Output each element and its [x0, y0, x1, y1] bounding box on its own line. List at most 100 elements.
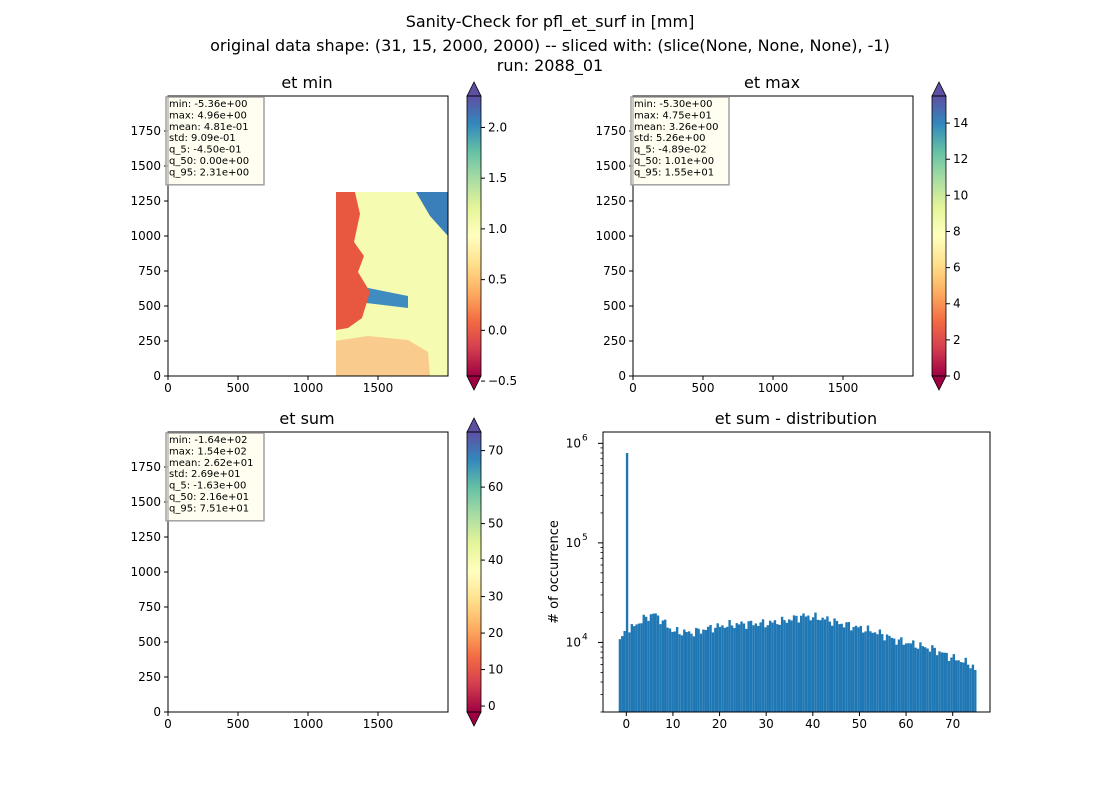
x-tick-label: 1500 [363, 381, 394, 395]
panel-et-min: et min 0 500 1000 1500 0 250 500 750 1000 1250 150… [130, 73, 517, 395]
y-tick-label: 750 [603, 264, 626, 278]
histogram-bar [671, 631, 674, 712]
histogram-bar [897, 639, 901, 712]
histogram-bar [900, 637, 903, 712]
histogram-bar [714, 627, 717, 712]
colorbar-gradient [467, 96, 481, 376]
stats-box-frame [165, 96, 265, 186]
histogram-bar [709, 624, 712, 712]
histogram-bar [871, 632, 874, 712]
histogram-bar [666, 627, 669, 712]
heatmap-et-min [168, 192, 448, 376]
histogram-bar [723, 627, 727, 712]
histogram-bar [888, 635, 891, 712]
histogram-bar [962, 662, 965, 712]
histogram-bar [711, 632, 715, 712]
colorbar-extend-top [466, 81, 482, 97]
figure-title-line-2: original data shape: (31, 15, 2000, 2000… [210, 36, 890, 55]
histogram-bar [864, 631, 867, 712]
histogram-bar [795, 615, 798, 712]
histogram-bar [959, 662, 963, 712]
axes-et-min: 0 500 1000 1500 0 250 500 750 1000 1250 1500 1750 [130, 95, 449, 395]
colorbar-tick-label: 1.5 [488, 171, 507, 185]
histogram-bar [768, 620, 772, 712]
panel-title-et-min: et min [281, 73, 332, 92]
histogram-bar [630, 624, 634, 712]
histogram-bar [811, 617, 815, 712]
histogram-bar [947, 660, 951, 712]
histogram-bar [904, 643, 908, 712]
figure-title-line-1: Sanity-Check for pfl_et_surf in [mm] [405, 12, 695, 31]
map-region-0 [168, 206, 246, 326]
histogram-bar [912, 640, 915, 712]
histogram-bar [866, 625, 870, 712]
histogram-bar [895, 644, 898, 712]
x-tick-label: 30 [759, 717, 774, 731]
stats-line: q_5: -1.63e+00 [169, 481, 246, 492]
histogram-bar [902, 644, 905, 712]
histogram-bar [718, 626, 722, 712]
histogram-bar [704, 629, 707, 712]
colorbar-tick-label: 70 [488, 444, 503, 458]
histogram-bar [618, 639, 622, 712]
colorbar-frame [466, 431, 482, 713]
y-tick-label: 250 [138, 670, 161, 684]
map-region-4 [188, 622, 408, 668]
y-tick-label: 500 [138, 299, 161, 313]
histogram-bar [637, 623, 641, 712]
x-tick-label: 1500 [363, 717, 394, 731]
map-region-2 [364, 432, 448, 572]
histogram-bar [680, 635, 684, 712]
histogram-bar [635, 624, 638, 712]
panel-et-max: et max 0 500 1000 1500 0 250 500 750 1000 1250 150… [595, 73, 968, 395]
colorbar-extend-top [931, 81, 947, 97]
colorbar-tick-label: 40 [488, 553, 503, 567]
histogram-bar [842, 627, 846, 712]
histogram-bar [633, 626, 636, 712]
histogram-bar [838, 624, 841, 712]
histogram-bars [618, 452, 977, 712]
stats-box-frame [630, 96, 730, 186]
x-tick-label: 500 [692, 381, 715, 395]
colorbar-et-sum: 0 10 20 30 40 50 60 70 [466, 417, 503, 727]
histogram-bar [935, 655, 939, 712]
histogram-bar [776, 624, 779, 712]
colorbar-tick-label: 1.0 [488, 222, 507, 236]
histogram-bar [788, 619, 791, 712]
stats-line: max: 4.96e+00 [169, 110, 247, 121]
stats-line: q_5: -4.89e-02 [634, 145, 707, 156]
colorbar-extend-top [466, 417, 482, 433]
axes-et-max: 0 500 1000 1500 0 250 500 750 1000 1250 1500 1750 [595, 95, 914, 395]
histogram-bar [955, 660, 958, 712]
x-tick-label: 1500 [828, 381, 859, 395]
histogram-bar [625, 452, 629, 712]
x-tick-label: 500 [227, 717, 250, 731]
colorbar-frame [931, 95, 947, 377]
histogram-bar [945, 652, 948, 712]
histogram-bar [826, 616, 829, 712]
y-tick-label: 1500 [130, 159, 161, 173]
histogram-bar [914, 647, 917, 712]
histogram-bar [761, 619, 765, 712]
histogram-bar [730, 625, 734, 712]
histogram-bar [654, 613, 657, 712]
colorbar-tick-label: 10 [488, 663, 503, 677]
y-tick-label: 750 [138, 264, 161, 278]
y-tick-label: 1750 [130, 460, 161, 474]
axes-et-sum: 0 500 1000 1500 0 250 500 750 1000 1250 1500 1750 [130, 431, 449, 731]
histogram-bar [969, 668, 972, 712]
histogram-bar [833, 618, 836, 712]
histogram-bar [819, 620, 822, 712]
stats-line: mean: 4.81e-01 [169, 122, 249, 133]
y-tick-label: 1000 [595, 229, 626, 243]
x-tick-label: 1000 [293, 717, 324, 731]
histogram-bar [878, 629, 882, 712]
histogram-bar [697, 628, 700, 712]
y-tick-label: 500 [138, 635, 161, 649]
x-tick-label: 0 [164, 381, 172, 395]
histogram-bar [780, 616, 784, 712]
histogram-bar [892, 638, 896, 712]
histogram-bar [816, 619, 820, 712]
